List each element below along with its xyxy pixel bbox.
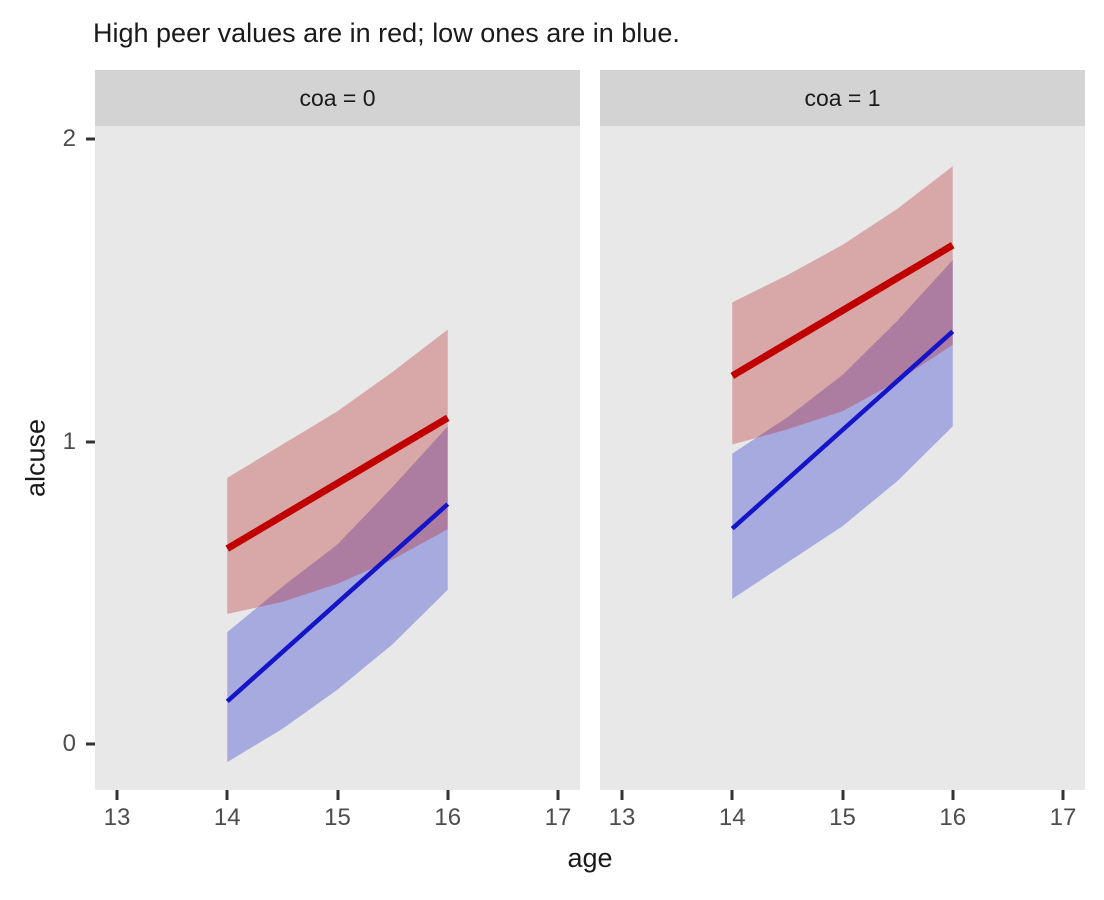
x-tick-mark	[951, 790, 955, 800]
x-tick-label: 13	[103, 804, 131, 831]
y-tick-label: 2	[62, 125, 76, 152]
x-tick-mark	[446, 790, 450, 800]
x-tick-label: 17	[1049, 804, 1077, 831]
facet-strip-coa-1: coa = 1	[600, 70, 1085, 126]
low-peer-ribbon	[227, 426, 448, 763]
panel-plot-area	[730, 166, 955, 599]
low-peer-line	[730, 329, 955, 531]
x-tick-mark	[730, 790, 734, 800]
x-tick-label: 15	[324, 804, 351, 831]
facet-panel-coa-1	[600, 126, 1085, 790]
x-tick-mark	[336, 790, 339, 800]
x-tick-mark	[225, 790, 229, 800]
x-tick-label: 17	[544, 804, 572, 831]
x-tick-label: 16	[434, 804, 462, 831]
x-tick-label: 16	[939, 804, 967, 831]
high-peer-ribbon	[732, 166, 953, 445]
facet-strip-label: coa = 0	[299, 84, 376, 111]
high-peer-line	[225, 414, 450, 552]
y-tick-label: 0	[62, 730, 76, 758]
low-peer-line	[225, 502, 450, 704]
facet-panel-coa-0	[95, 126, 580, 790]
facet-strip-label: coa = 1	[804, 84, 881, 111]
high-peer-ribbon	[227, 329, 448, 614]
x-tick-label: 14	[213, 804, 241, 831]
x-tick-mark	[115, 790, 119, 800]
x-tick-mark	[620, 790, 624, 800]
panel-plot-area	[225, 329, 450, 763]
plot-title: High peer values are in red; low ones ar…	[93, 18, 680, 48]
y-tick-mark	[86, 440, 95, 443]
x-axis-title: age	[567, 843, 613, 873]
x-tick-label: 15	[829, 804, 856, 831]
high-peer-line	[730, 242, 955, 379]
facet-strip-coa-0: coa = 0	[95, 70, 580, 126]
x-tick-label: 13	[608, 804, 636, 831]
x-tick-mark	[841, 790, 844, 800]
y-tick-mark	[86, 137, 95, 141]
x-tick-mark	[556, 790, 560, 800]
x-tick-mark	[1061, 790, 1065, 800]
y-axis-title: alcuse	[20, 418, 51, 498]
y-tick-label: 1	[62, 427, 76, 455]
x-tick-label: 14	[718, 804, 746, 831]
y-tick-mark	[86, 742, 95, 746]
